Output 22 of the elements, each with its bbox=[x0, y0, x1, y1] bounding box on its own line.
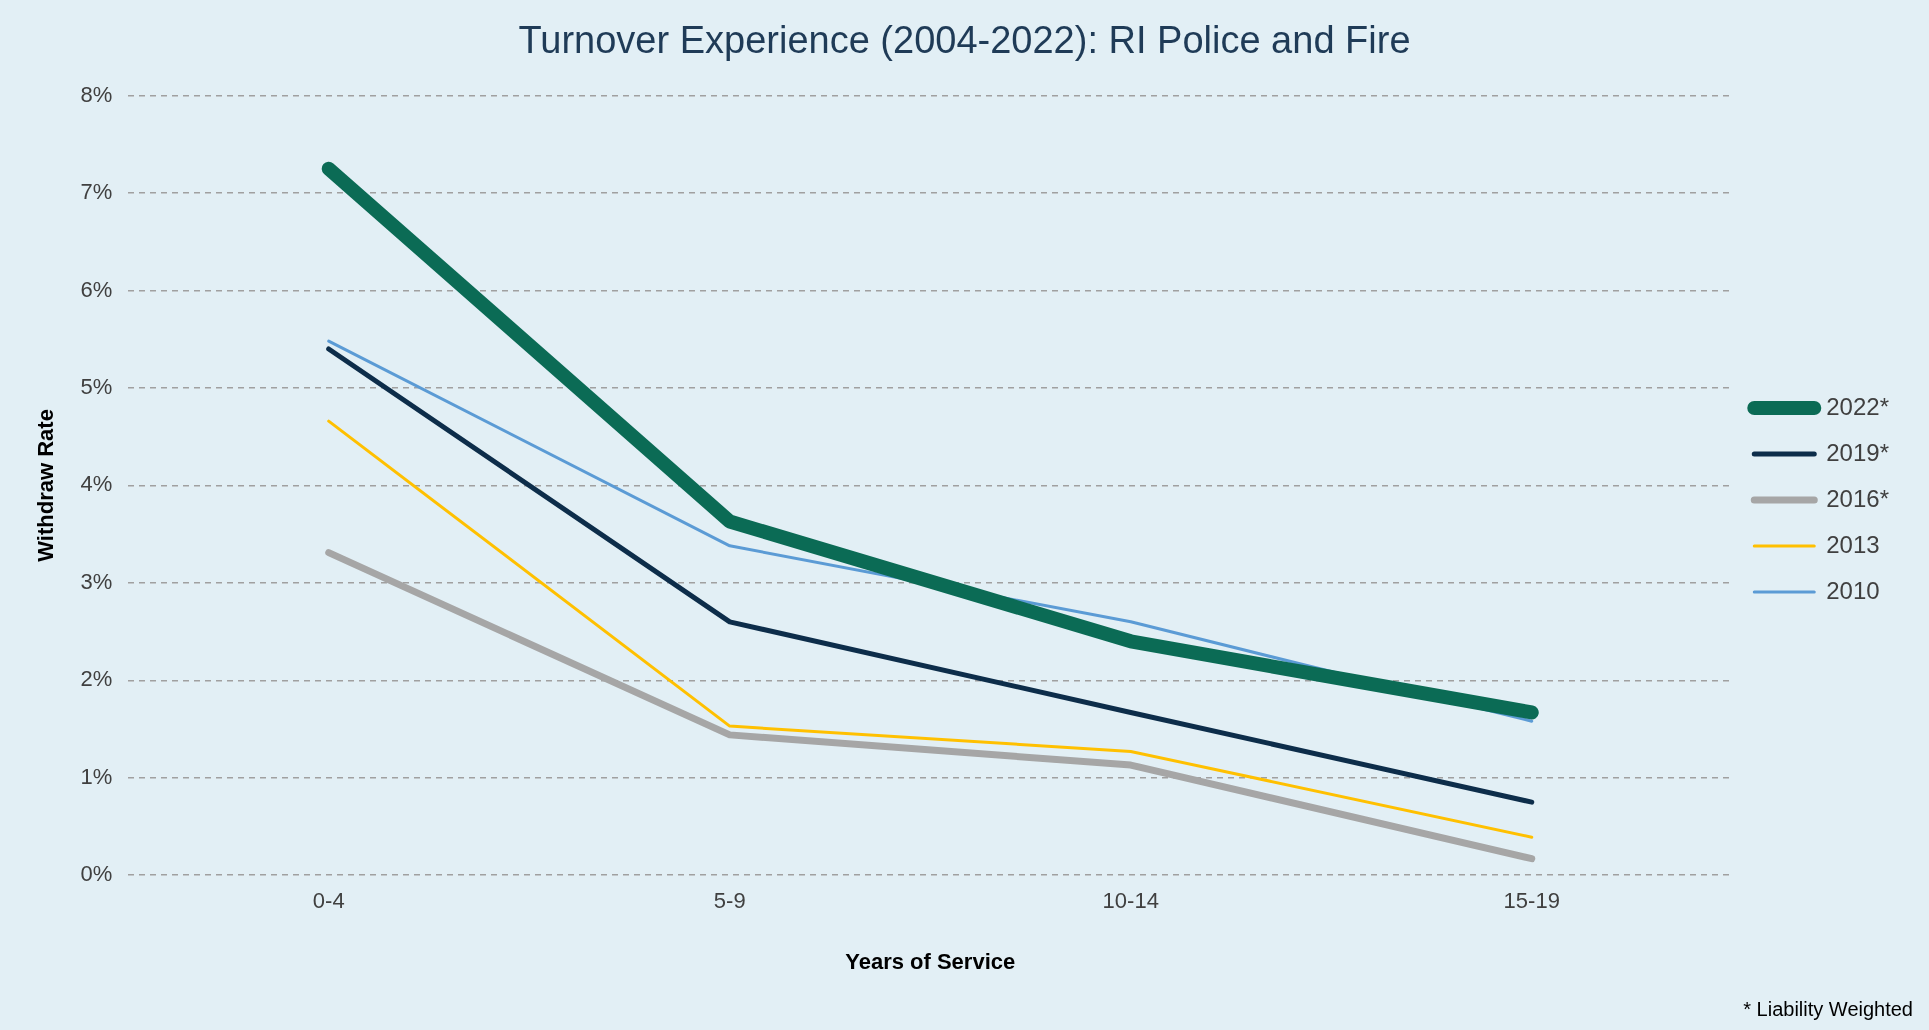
y-tick-label: 2% bbox=[80, 666, 113, 692]
y-tick-label: 4% bbox=[80, 471, 113, 497]
legend-label: 2022* bbox=[1826, 392, 1889, 420]
chart-title: Turnover Experience (2004-2022): RI Police and Fire bbox=[518, 19, 1411, 62]
x-tick-label: 0-4 bbox=[312, 888, 345, 914]
x-tick-label: 15-19 bbox=[1503, 888, 1560, 914]
legend-label: 2019* bbox=[1826, 438, 1889, 466]
x-axis-title: Years of Service bbox=[845, 948, 1016, 974]
y-tick-label: 1% bbox=[80, 763, 113, 789]
y-tick-label: 5% bbox=[80, 374, 113, 400]
x-tick-label: 10-14 bbox=[1102, 888, 1159, 914]
y-tick-label: 3% bbox=[80, 568, 113, 594]
legend-label: 2016* bbox=[1826, 484, 1889, 512]
y-tick-label: 7% bbox=[80, 179, 113, 205]
y-tick-label: 0% bbox=[80, 861, 113, 887]
x-tick-label: 5-9 bbox=[713, 888, 746, 914]
y-tick-label: 6% bbox=[80, 276, 113, 302]
legend-label: 2010 bbox=[1826, 576, 1880, 604]
y-tick-label: 8% bbox=[80, 81, 113, 107]
text: * Liability Weighted bbox=[1743, 997, 1913, 1020]
legend-label: 2013 bbox=[1826, 530, 1880, 558]
y-axis-title: Withdraw Rate bbox=[33, 409, 59, 562]
